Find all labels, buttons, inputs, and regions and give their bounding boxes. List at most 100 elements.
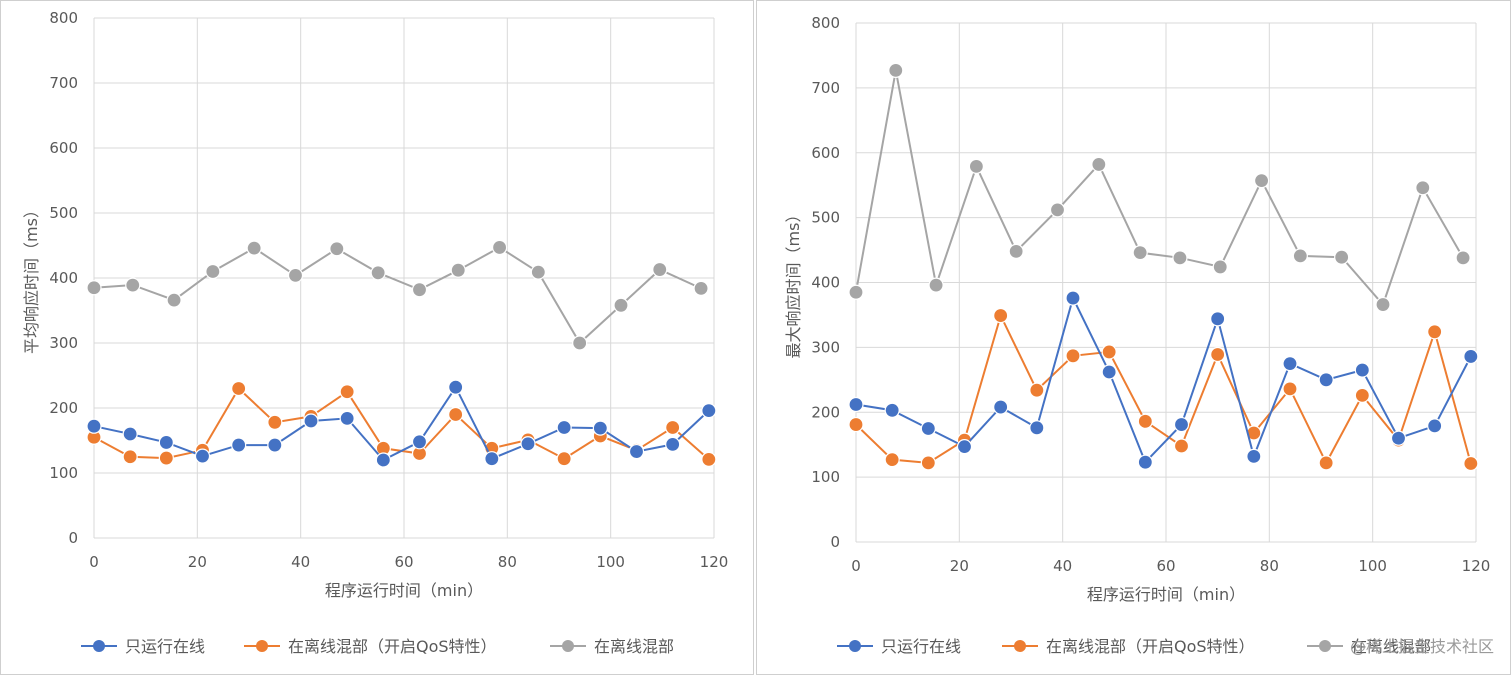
series-line-1 (93, 385, 710, 462)
y-tick-label: 200 (49, 399, 78, 417)
data-point-series-1 (1137, 454, 1153, 470)
x-tick-label: 100 (596, 553, 625, 571)
data-point-series-1 (375, 452, 391, 468)
data-point-series-2 (1101, 344, 1117, 360)
data-point-series-1 (628, 443, 645, 460)
data-point-series-1 (1282, 355, 1298, 372)
y-tick-label: 300 (49, 334, 78, 352)
x-tick-label: 20 (188, 553, 207, 571)
data-point-series-3 (530, 264, 546, 280)
series-line-2 (855, 312, 1472, 466)
legend-label: 在离线混部（开启QoS特性） (288, 637, 497, 656)
data-point-series-2 (1210, 346, 1226, 363)
series-line-3 (93, 246, 702, 345)
data-point-series-2 (556, 451, 572, 467)
data-point-series-2 (884, 452, 900, 468)
y-tick-label: 400 (49, 269, 78, 287)
x-axis-label: 程序运行时间（min） (1087, 585, 1245, 604)
data-point-series-3 (205, 263, 221, 280)
y-tick-label: 800 (811, 14, 840, 32)
data-point-series-1 (665, 436, 681, 452)
legend-marker (1014, 640, 1026, 652)
data-point-series-1 (701, 403, 717, 419)
data-point-series-3 (1253, 173, 1270, 189)
y-tick-label: 200 (811, 403, 840, 421)
x-tick-label: 0 (851, 557, 861, 575)
y-tick-label: 300 (811, 338, 840, 356)
y-axis-label: 平均响应时间（ms） (22, 202, 41, 354)
data-point-series-2 (158, 450, 174, 466)
data-point-series-1 (1354, 362, 1370, 378)
data-point-series-1 (231, 437, 247, 453)
data-point-series-2 (920, 455, 936, 471)
data-point-series-3 (572, 335, 588, 351)
data-point-series-3 (491, 239, 508, 256)
data-point-series-3 (652, 261, 668, 278)
data-point-series-1 (411, 434, 428, 450)
data-point-series-2 (665, 419, 681, 436)
x-tick-label: 40 (1053, 557, 1072, 575)
data-point-series-1 (884, 402, 900, 418)
data-point-series-1 (1065, 290, 1081, 306)
series-line-2 (93, 386, 710, 461)
right-chart-panel: 0 100 200 300 400 500 600 700 800 0 20 40 60 80 100 120… (756, 0, 1511, 675)
data-point-series-1 (267, 437, 283, 453)
y-tick-label: 600 (49, 139, 78, 157)
data-point-series-2 (1029, 382, 1045, 398)
data-point-series-2 (1137, 413, 1153, 429)
data-point-series-2 (267, 414, 283, 430)
data-point-series-3 (1334, 249, 1350, 265)
y-tick-label: 0 (68, 529, 78, 547)
data-point-series-3 (1292, 248, 1308, 264)
data-point-series-1 (484, 451, 500, 467)
y-tick-label: 100 (49, 464, 78, 482)
data-point-series-3 (968, 158, 984, 174)
x-tick-label: 120 (1462, 557, 1491, 575)
data-point-series-3 (1455, 250, 1471, 266)
data-point-series-2 (231, 380, 247, 397)
x-tick-label: 20 (950, 557, 969, 575)
data-point-series-3 (1172, 250, 1188, 266)
max-response-time-chart: 0 100 200 300 400 500 600 700 800 0 20 40 60 80 100 120… (784, 14, 1491, 656)
x-tick-label: 80 (1260, 557, 1279, 575)
data-point-series-1 (303, 413, 319, 429)
data-point-series-1 (339, 410, 355, 426)
data-point-series-3 (86, 280, 102, 296)
legend-marker (1319, 640, 1331, 652)
data-point-series-1 (1210, 311, 1226, 327)
data-point-series-3 (1375, 296, 1391, 313)
x-tick-label: 120 (700, 553, 729, 571)
data-point-series-2 (701, 451, 717, 467)
data-point-series-2 (339, 384, 355, 400)
data-point-series-3 (888, 62, 904, 78)
data-point-series-2 (1427, 324, 1443, 340)
data-point-series-3 (1091, 156, 1107, 173)
data-point-series-1 (1101, 364, 1117, 380)
data-point-series-1 (1029, 420, 1045, 436)
data-point-series-1 (848, 396, 864, 413)
data-point-series-2 (1282, 381, 1298, 397)
legend-label: 在离线混部（开启QoS特性） (1046, 637, 1255, 656)
data-point-series-3 (246, 240, 262, 256)
data-point-series-2 (848, 416, 864, 433)
data-point-series-3 (450, 262, 466, 278)
data-point-series-1 (1427, 418, 1443, 434)
data-point-series-3 (287, 267, 304, 283)
data-point-series-3 (1212, 259, 1228, 275)
data-point-series-3 (693, 280, 709, 296)
data-point-series-3 (329, 241, 345, 257)
y-tick-label: 700 (811, 79, 840, 97)
data-point-series-2 (1318, 455, 1334, 471)
x-tick-label: 60 (1156, 557, 1175, 575)
legend-label: 只运行在线 (881, 637, 961, 656)
x-tick-label: 0 (89, 553, 99, 571)
y-tick-label: 100 (811, 468, 840, 486)
data-point-series-2 (448, 406, 464, 423)
data-point-series-1 (194, 448, 211, 464)
data-point-series-1 (956, 439, 973, 455)
legend-marker (93, 640, 105, 652)
x-tick-label: 80 (498, 553, 517, 571)
data-point-series-2 (1173, 438, 1190, 454)
data-point-series-1 (520, 436, 536, 452)
data-point-series-1 (993, 399, 1009, 415)
